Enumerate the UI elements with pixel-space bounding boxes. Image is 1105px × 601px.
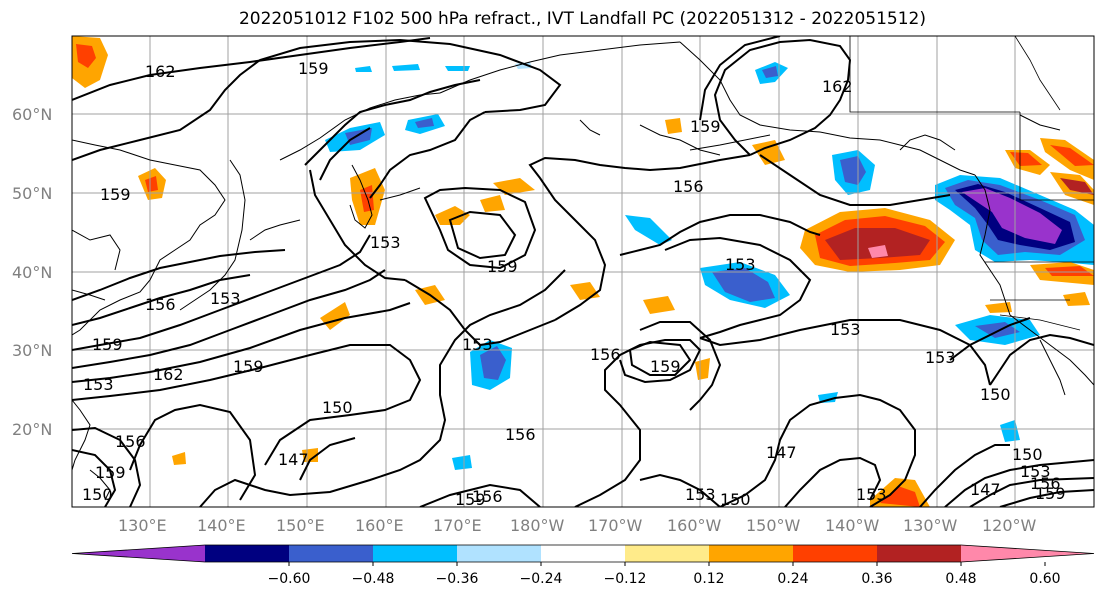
colorbar: −0.60 −0.48 −0.36 −0.24 −0.12 0.12 0.24 0.36 0.4… — [71, 544, 1095, 587]
lat-label: 50°N — [12, 184, 52, 203]
lat-label: 20°N — [12, 420, 52, 439]
contour-lines — [72, 36, 1094, 507]
contour-label: 153 — [370, 233, 401, 252]
contour-label: 159 — [650, 357, 681, 376]
contour-label: 162 — [153, 365, 184, 384]
contour-label: 159 — [233, 357, 264, 376]
colorbar-swatch — [289, 545, 374, 562]
latitude-labels: 60°N 50°N 40°N 30°N 20°N — [12, 105, 52, 439]
contour-label: 162 — [145, 62, 176, 81]
lon-label: 150°W — [746, 516, 801, 535]
longitude-labels: 130°E 140°E 150°E 160°E 170°E 180°W 170°… — [118, 516, 1037, 535]
colorbar-extend-max — [961, 545, 1094, 562]
lon-label: 130°W — [903, 516, 958, 535]
colorbar-tick-label: 0.36 — [861, 571, 892, 587]
lon-label: 160°E — [355, 516, 404, 535]
contour-label: 150 — [322, 398, 353, 417]
colorbar-tick-label: −0.12 — [604, 571, 647, 587]
contour-label: 153 — [1020, 462, 1051, 481]
contour-label: 156 — [145, 295, 176, 314]
colorbar-tick-label: −0.48 — [352, 571, 395, 587]
map-frame — [71, 35, 1095, 508]
contour-label: 159 — [92, 335, 123, 354]
lon-label: 160°W — [667, 516, 722, 535]
lon-label: 120°W — [982, 516, 1037, 535]
contour-label: 159 — [298, 59, 329, 78]
lon-label: 130°E — [118, 516, 167, 535]
contour-label: 156 — [115, 432, 146, 451]
coastlines — [72, 41, 1094, 501]
contour-labels: 162 159 162 159 156 159 153 159 156 153 … — [82, 59, 1066, 509]
contour-label: 153 — [685, 485, 716, 504]
colorbar-swatch — [625, 545, 710, 562]
colorbar-tick-label: 0.48 — [945, 571, 976, 587]
contour-label: 153 — [856, 485, 887, 504]
colorbar-tick-label: 0.60 — [1029, 571, 1060, 587]
contour-label: 159 — [95, 463, 126, 482]
contour-label: 156 — [673, 177, 704, 196]
contour-label: 156 — [472, 487, 503, 506]
lat-label: 40°N — [12, 263, 52, 282]
colorbar-swatch — [205, 545, 290, 562]
colorbar-tick-label: −0.60 — [268, 571, 311, 587]
lon-label: 170°W — [588, 516, 643, 535]
contour-label: 150 — [980, 385, 1011, 404]
colorbar-swatch — [877, 545, 962, 562]
colorbar-tick-label: 0.12 — [693, 571, 724, 587]
contour-label: 153 — [210, 289, 241, 308]
colorbar-tick-label: −0.36 — [436, 571, 479, 587]
colorbar-tick-label: 0.24 — [777, 571, 808, 587]
contour-label: 153 — [830, 320, 861, 339]
colorbar-swatch — [541, 545, 626, 562]
lon-label: 170°E — [433, 516, 482, 535]
colorbar-swatch — [793, 545, 878, 562]
contour-label: 156 — [590, 345, 621, 364]
contour-label: 156 — [1030, 474, 1061, 493]
contour-label: 147 — [278, 450, 309, 469]
lat-label: 60°N — [12, 105, 52, 124]
contour-label: 153 — [725, 255, 756, 274]
contour-label: 159 — [455, 490, 486, 509]
colorbar-swatch — [457, 545, 542, 562]
contour-label: 159 — [487, 257, 518, 276]
contour-label: 153 — [925, 348, 956, 367]
lat-label: 30°N — [12, 341, 52, 360]
map-title: 2022051012 F102 500 hPa refract., IVT La… — [238, 9, 926, 29]
colorbar-outline — [71, 544, 1095, 563]
colorbar-extend-min — [72, 545, 205, 562]
contour-label: 159 — [1035, 484, 1066, 503]
contour-label: 150 — [1012, 445, 1043, 464]
colorbar-swatch — [373, 545, 458, 562]
colorbar-tick-label: −0.24 — [520, 571, 563, 587]
contour-label: 153 — [83, 375, 114, 394]
contour-label: 147 — [970, 480, 1001, 499]
contour-label: 153 — [462, 335, 493, 354]
contour-label: 150 — [720, 490, 751, 509]
lon-label: 140°W — [825, 516, 880, 535]
lon-label: 140°E — [197, 516, 246, 535]
lon-label: 180°W — [510, 516, 565, 535]
contour-label: 147 — [766, 443, 797, 462]
contour-label: 159 — [100, 185, 131, 204]
contour-label: 150 — [82, 485, 113, 504]
colorbar-swatch — [709, 545, 794, 562]
lon-label: 150°E — [276, 516, 325, 535]
contour-label: 162 — [822, 77, 853, 96]
contour-label: 159 — [690, 117, 721, 136]
contour-label: 156 — [505, 425, 536, 444]
